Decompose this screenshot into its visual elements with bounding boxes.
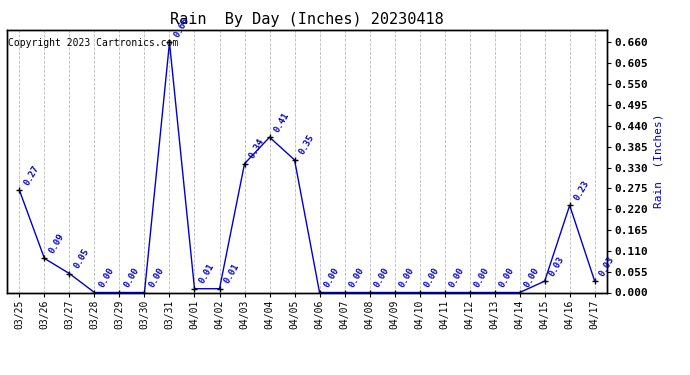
Text: 0.03: 0.03 [547, 255, 566, 278]
Text: 0.41: 0.41 [273, 111, 291, 134]
Text: 0.23: 0.23 [573, 179, 591, 202]
Text: 0.01: 0.01 [222, 262, 241, 285]
Text: 0.05: 0.05 [72, 247, 91, 270]
Text: 0.00: 0.00 [473, 266, 491, 289]
Y-axis label: Rain  (Inches): Rain (Inches) [653, 114, 664, 209]
Text: 0.01: 0.01 [197, 262, 216, 285]
Text: 0.00: 0.00 [422, 266, 441, 289]
Text: 0.00: 0.00 [397, 266, 416, 289]
Text: 0.27: 0.27 [22, 164, 41, 187]
Text: 0.00: 0.00 [97, 266, 116, 289]
Text: 0.35: 0.35 [297, 133, 316, 156]
Text: 0.00: 0.00 [497, 266, 516, 289]
Text: 0.00: 0.00 [522, 266, 541, 289]
Text: 0.03: 0.03 [598, 255, 616, 278]
Text: 0.66: 0.66 [172, 16, 191, 39]
Text: 0.09: 0.09 [47, 232, 66, 255]
Text: 0.00: 0.00 [373, 266, 391, 289]
Title: Rain  By Day (Inches) 20230418: Rain By Day (Inches) 20230418 [170, 12, 444, 27]
Text: Copyright 2023 Cartronics.com: Copyright 2023 Cartronics.com [8, 38, 179, 48]
Text: 0.00: 0.00 [122, 266, 141, 289]
Text: 0.00: 0.00 [147, 266, 166, 289]
Text: 0.00: 0.00 [347, 266, 366, 289]
Text: 0.00: 0.00 [322, 266, 341, 289]
Text: 0.00: 0.00 [447, 266, 466, 289]
Text: 0.34: 0.34 [247, 137, 266, 160]
